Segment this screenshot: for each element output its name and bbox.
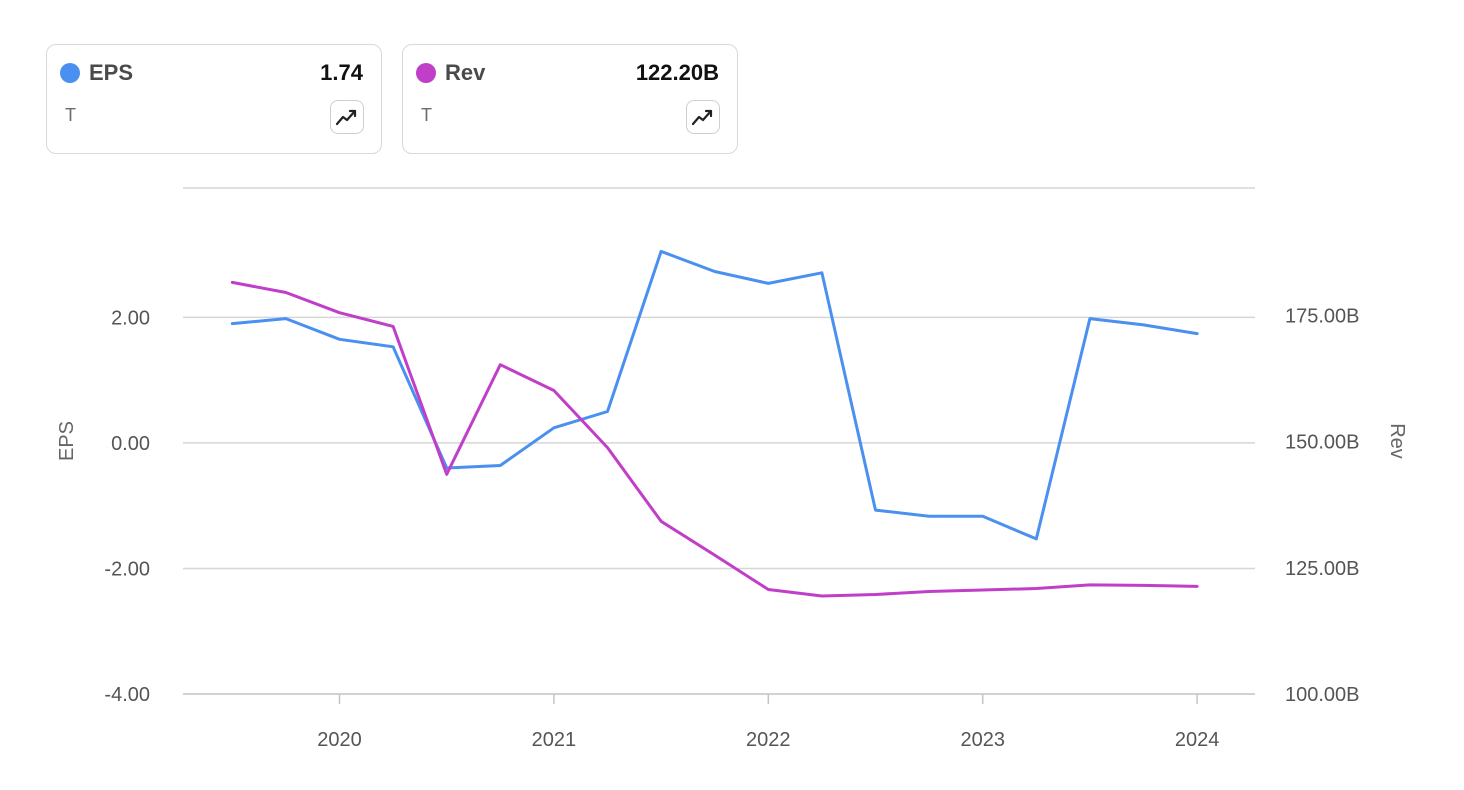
data-point-rev [445,473,448,476]
x-tick-label: 2020 [317,729,362,751]
y-left-tick-label: 2.00 [111,307,150,329]
data-point-rev [1088,583,1091,586]
y-right-axis-title: Rev [1386,423,1408,459]
trend-up-icon[interactable] [330,100,364,134]
data-point-eps [660,250,663,253]
data-point-rev [1142,584,1145,587]
y-right-tick-label: 100.00B [1285,684,1360,706]
data-point-rev [284,291,287,294]
series-line-rev [230,280,1199,598]
data-point-eps [928,515,931,518]
data-point-rev [981,588,984,591]
data-point-eps [767,282,770,285]
x-tick-label: 2021 [532,729,577,751]
eps-card-name: EPS [89,60,134,85]
data-point-rev [874,593,877,596]
data-point-eps [874,509,877,512]
data-point-rev [1035,587,1038,590]
y-left-tick-label: -2.00 [104,558,150,580]
data-point-eps [1035,537,1038,540]
data-point-eps [820,271,823,274]
data-point-eps [499,464,502,467]
data-point-eps [713,270,716,273]
trend-up-icon[interactable] [686,100,720,134]
data-point-rev [392,325,395,328]
data-point-rev [338,311,341,314]
data-point-rev [928,590,931,593]
eps-card-subtitle: T [65,105,76,125]
data-point-rev [820,595,823,598]
rev-legend-card[interactable]: Rev 122.20B T [402,44,738,154]
data-point-eps [606,410,609,413]
data-point-rev [552,389,555,392]
rev-card-name: Rev [445,60,486,85]
rev-color-dot [416,63,436,83]
eps-color-dot [60,63,80,83]
data-point-rev [231,281,234,284]
data-point-eps [552,426,555,429]
y-left-tick-label: -4.00 [104,684,150,706]
data-point-eps [1088,317,1091,320]
y-left-tick-label: 0.00 [111,433,150,455]
y-right-tick-label: 150.00B [1285,432,1360,454]
eps-card-value: 1.74 [320,60,363,85]
data-point-rev [499,363,502,366]
data-point-eps [338,338,341,341]
y-left-axis-title: EPS [56,421,78,461]
data-point-eps [231,322,234,325]
rev-card-subtitle: T [421,105,432,125]
y-right-tick-label: 175.00B [1285,305,1360,327]
x-tick-label: 2024 [1175,729,1220,751]
eps-legend-card[interactable]: EPS 1.74 T [46,44,382,154]
data-point-rev [1196,585,1199,588]
x-tick-label: 2022 [746,729,791,751]
data-point-rev [713,554,716,557]
data-point-eps [1196,332,1199,335]
series-line-eps [230,249,1199,541]
data-point-eps [981,515,984,518]
x-tick-label: 2023 [960,729,1005,751]
data-point-rev [767,588,770,591]
data-point-eps [1142,323,1145,326]
y-right-tick-label: 125.00B [1285,558,1360,580]
data-point-eps [392,345,395,348]
data-point-rev [660,520,663,523]
rev-card-value: 122.20B [635,60,719,85]
data-point-eps [284,317,287,320]
data-point-rev [606,446,609,449]
